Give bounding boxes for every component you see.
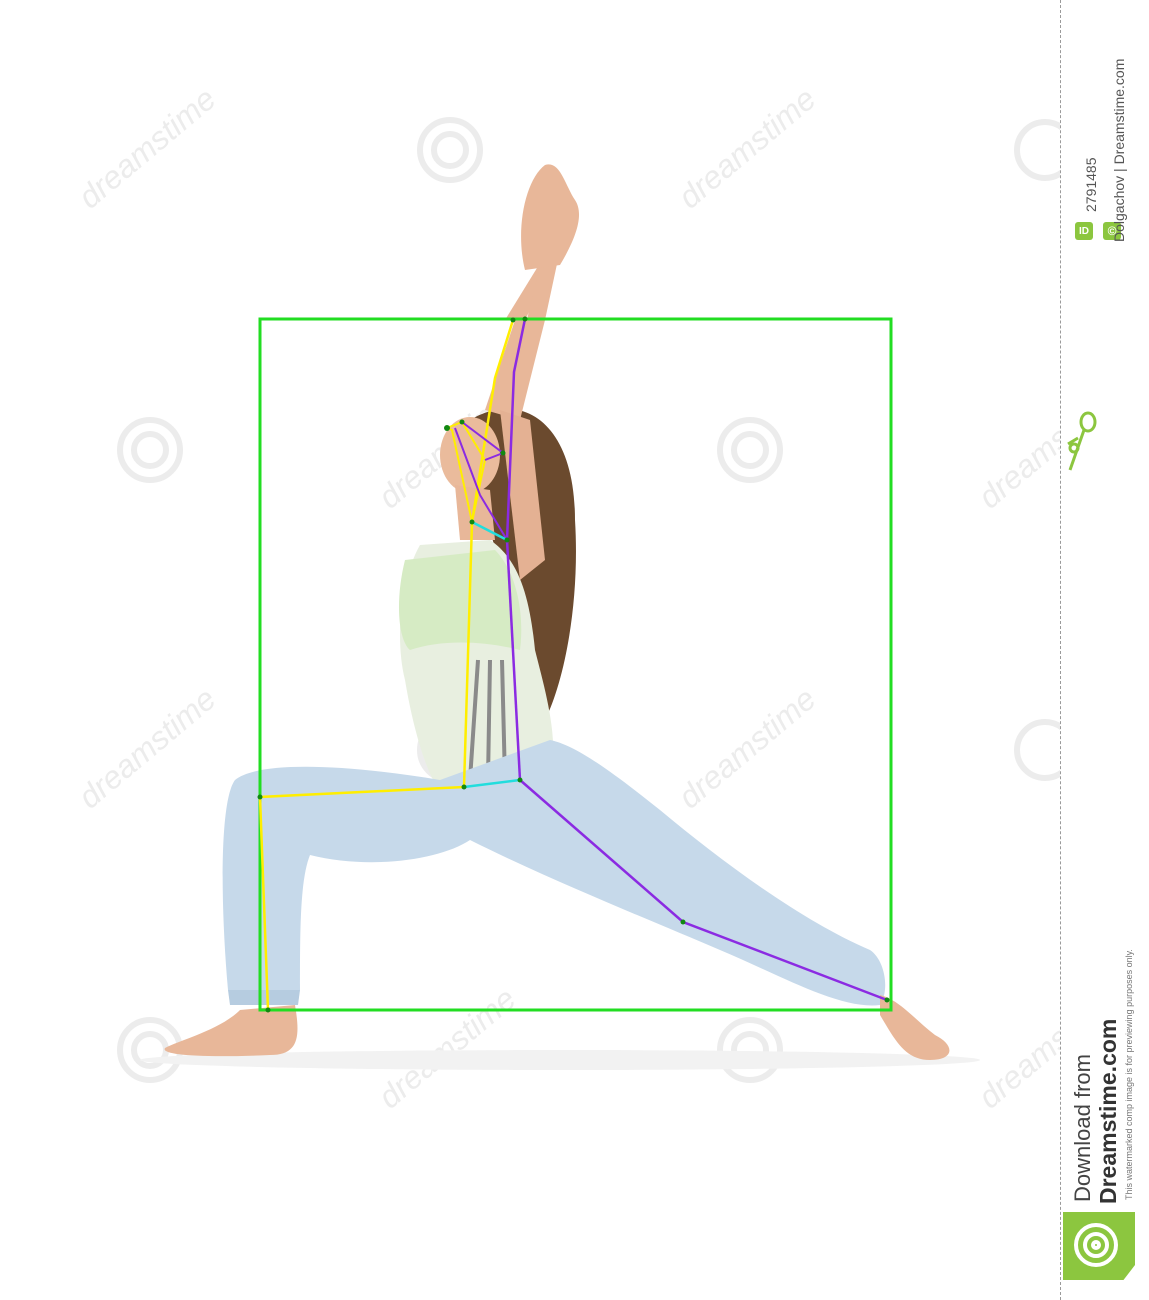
yoga-photo: dreamstime dreamstime dreamstime dreamst… <box>71 80 1060 1116</box>
person-figure <box>140 164 980 1070</box>
left-torso-line <box>462 521 474 788</box>
copyright-icon: © <box>1103 222 1121 240</box>
left-arm-line <box>470 319 515 523</box>
image-id: 2791485 <box>1083 157 1099 212</box>
dreamstime-logo <box>1063 1212 1135 1280</box>
photo-credit: Dolgachov | Dreamstime.com <box>1111 58 1127 242</box>
pose-annotation <box>257 316 893 1013</box>
dreamstime-spiral-icon <box>1074 1223 1118 1267</box>
hip-link <box>463 778 521 789</box>
shoulder-link <box>471 520 508 542</box>
background-watermarks <box>117 117 1060 1083</box>
id-badge: ID <box>1075 222 1093 240</box>
right-torso-line <box>505 539 522 781</box>
brand-name: Dreamstime.com <box>1095 1018 1121 1204</box>
right-face-line <box>454 427 508 541</box>
watermark-strip <box>1060 0 1149 1300</box>
scissors-icon <box>1067 411 1097 471</box>
right-arm-line <box>505 318 527 541</box>
bounding-box <box>258 317 893 1012</box>
disclaimer: This watermarked comp image is for previ… <box>1124 949 1134 1200</box>
left-face-line <box>444 420 487 523</box>
download-line: Download from <box>1070 1054 1095 1202</box>
